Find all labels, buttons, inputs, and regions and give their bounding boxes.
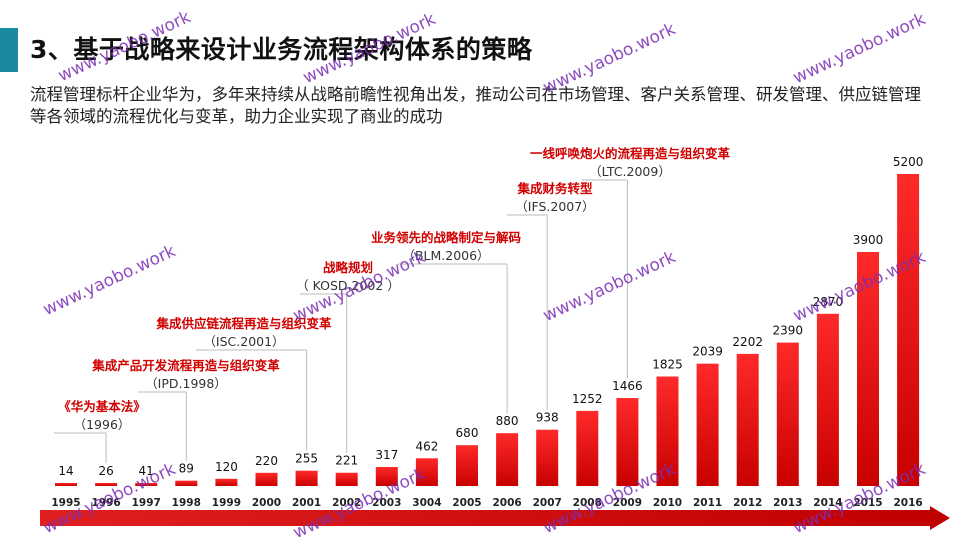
- x-tick-2003: 2003: [372, 497, 401, 509]
- x-tick-2002: 2002: [332, 497, 361, 509]
- bar-2001: [295, 470, 318, 486]
- x-tick-2011: 2011: [693, 497, 722, 509]
- bar-3004: [415, 458, 438, 486]
- data-label-2002: 221: [335, 454, 358, 468]
- x-tick-2000: 2000: [252, 497, 281, 509]
- annotation-label-2007: 集成财务转型: [516, 181, 593, 196]
- annotation-label-2009: 一线呼唤炮火的流程再造与组织变革: [530, 146, 731, 161]
- x-tick-2005: 2005: [452, 497, 481, 509]
- page-subtitle: 流程管理标杆企业华为，多年来持续从战略前瞻性视角出发，推动公司在市场管理、客户关…: [30, 85, 921, 126]
- data-label-1995: 14: [58, 464, 73, 478]
- x-tick-2010: 2010: [653, 497, 682, 509]
- annotation-code-2006: （BLM.2006）: [402, 248, 489, 263]
- x-tick-1995: 1995: [51, 497, 80, 509]
- milestone-annotations: 《华为基本法》 （1996） 集成产品开发流程再造与组织变革 （IPD.1998） 集成…: [54, 146, 730, 463]
- annotation-code-2009: （LTC.2009）: [589, 164, 671, 179]
- annotation-code-2001: （ISC.2001）: [203, 334, 284, 349]
- x-tick-2013: 2013: [773, 497, 802, 509]
- data-label-2015: 3900: [853, 233, 884, 247]
- annotation-label-2002: 战略规划: [323, 260, 373, 275]
- x-tick-2006: 2006: [492, 497, 521, 509]
- x-tick-3004: 3004: [412, 497, 441, 509]
- data-label-1997: 41: [139, 464, 154, 478]
- annotation-code-1998: （IPD.1998）: [145, 376, 227, 391]
- bar-2011: [696, 363, 719, 486]
- annotation-label-2001: 集成供应链流程再造与组织变革: [155, 316, 332, 331]
- annotation-code-2007: （IFS.2007）: [515, 199, 594, 214]
- bar-2003: [375, 466, 398, 486]
- annotation-label-2006: 业务领先的战略制定与解码: [371, 230, 521, 245]
- x-axis-tick-labels: 1995 1996 1997 1998 1999 2000 2001 2002 2003 3004…: [51, 497, 922, 509]
- bar-2016: [897, 174, 920, 486]
- bar-1995: [55, 483, 77, 486]
- data-label-2001: 255: [295, 452, 318, 466]
- bar-1998: [175, 480, 198, 486]
- annotation-code-2002: （ KOSD.2002 ）: [296, 278, 400, 293]
- bar-2007: [536, 429, 559, 486]
- data-label-2011: 2039: [692, 345, 723, 359]
- x-tick-1998: 1998: [172, 497, 201, 509]
- x-tick-2009: 2009: [613, 497, 642, 509]
- x-tick-2012: 2012: [733, 497, 762, 509]
- annotation-code-1996: （1996）: [74, 417, 131, 432]
- data-label-2010: 1825: [652, 358, 683, 372]
- x-tick-2015: 2015: [853, 497, 882, 509]
- bar-2000: [255, 472, 278, 486]
- bar-1997: [135, 483, 158, 486]
- data-label-2003: 317: [375, 448, 398, 462]
- bar-2009: [616, 398, 639, 486]
- x-tick-1997: 1997: [132, 497, 161, 509]
- x-tick-2007: 2007: [533, 497, 562, 509]
- data-label-2012: 2202: [732, 335, 763, 349]
- page-title: 3、基于战略来设计业务流程架构体系的策略: [30, 35, 533, 64]
- annotation-label-1996: 《华为基本法》: [58, 399, 146, 414]
- bar-1999: [215, 478, 238, 486]
- timeline-arrow: [40, 506, 950, 530]
- data-label-1999: 120: [215, 460, 238, 474]
- x-tick-2001: 2001: [292, 497, 321, 509]
- data-label-3004: 462: [415, 439, 438, 453]
- bar-2013: [776, 342, 799, 486]
- x-tick-1996: 1996: [91, 497, 120, 509]
- data-label-2008: 1252: [572, 392, 603, 406]
- x-tick-1999: 1999: [212, 497, 241, 509]
- bar-2005: [456, 445, 478, 486]
- data-label-2005: 680: [456, 426, 479, 440]
- data-label-1996: 26: [98, 464, 113, 478]
- data-label-2007: 938: [536, 411, 559, 425]
- bar-2010: [656, 376, 679, 486]
- bar-2012: [736, 353, 759, 486]
- title-accent-bar: [0, 28, 18, 72]
- data-label-2000: 220: [255, 454, 278, 468]
- data-label-2013: 2390: [773, 324, 804, 338]
- bar-2014: [816, 313, 839, 486]
- bar-series: 14 26 41 89 120 220 255 221 317 462 680 880 938 1252 1…: [55, 155, 923, 486]
- x-tick-2008: 2008: [573, 497, 602, 509]
- data-label-2006: 880: [496, 414, 519, 428]
- bar-2002: [335, 472, 358, 486]
- x-tick-2016: 2016: [893, 497, 922, 509]
- data-label-2009: 1466: [612, 379, 643, 393]
- bar-1996: [95, 483, 118, 486]
- bar-2006: [496, 433, 519, 486]
- data-label-1998: 89: [179, 462, 194, 476]
- data-label-2016: 5200: [893, 155, 924, 169]
- bar-2015: [857, 252, 879, 486]
- bar-2008: [576, 410, 599, 486]
- annotation-label-1998: 集成产品开发流程再造与组织变革: [91, 358, 280, 373]
- timeline-arrow-shape: [40, 506, 950, 530]
- data-label-2014: 2870: [813, 295, 844, 309]
- x-tick-2014: 2014: [813, 497, 842, 509]
